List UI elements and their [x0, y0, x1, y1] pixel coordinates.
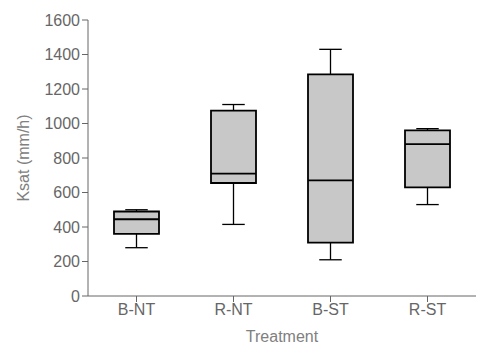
- svg-text:1400: 1400: [44, 46, 80, 63]
- svg-text:200: 200: [53, 253, 80, 270]
- svg-text:Treatment: Treatment: [246, 328, 319, 345]
- svg-text:B-NT: B-NT: [118, 301, 156, 318]
- svg-text:Ksat (mm/h): Ksat (mm/h): [15, 114, 32, 201]
- svg-text:400: 400: [53, 219, 80, 236]
- svg-text:800: 800: [53, 150, 80, 167]
- svg-text:1200: 1200: [44, 81, 80, 98]
- svg-text:B-ST: B-ST: [312, 301, 349, 318]
- svg-text:0: 0: [71, 288, 80, 305]
- svg-text:1000: 1000: [44, 115, 80, 132]
- svg-text:R-ST: R-ST: [409, 301, 447, 318]
- svg-text:1600: 1600: [44, 12, 80, 29]
- svg-text:R-NT: R-NT: [214, 301, 252, 318]
- svg-text:600: 600: [53, 184, 80, 201]
